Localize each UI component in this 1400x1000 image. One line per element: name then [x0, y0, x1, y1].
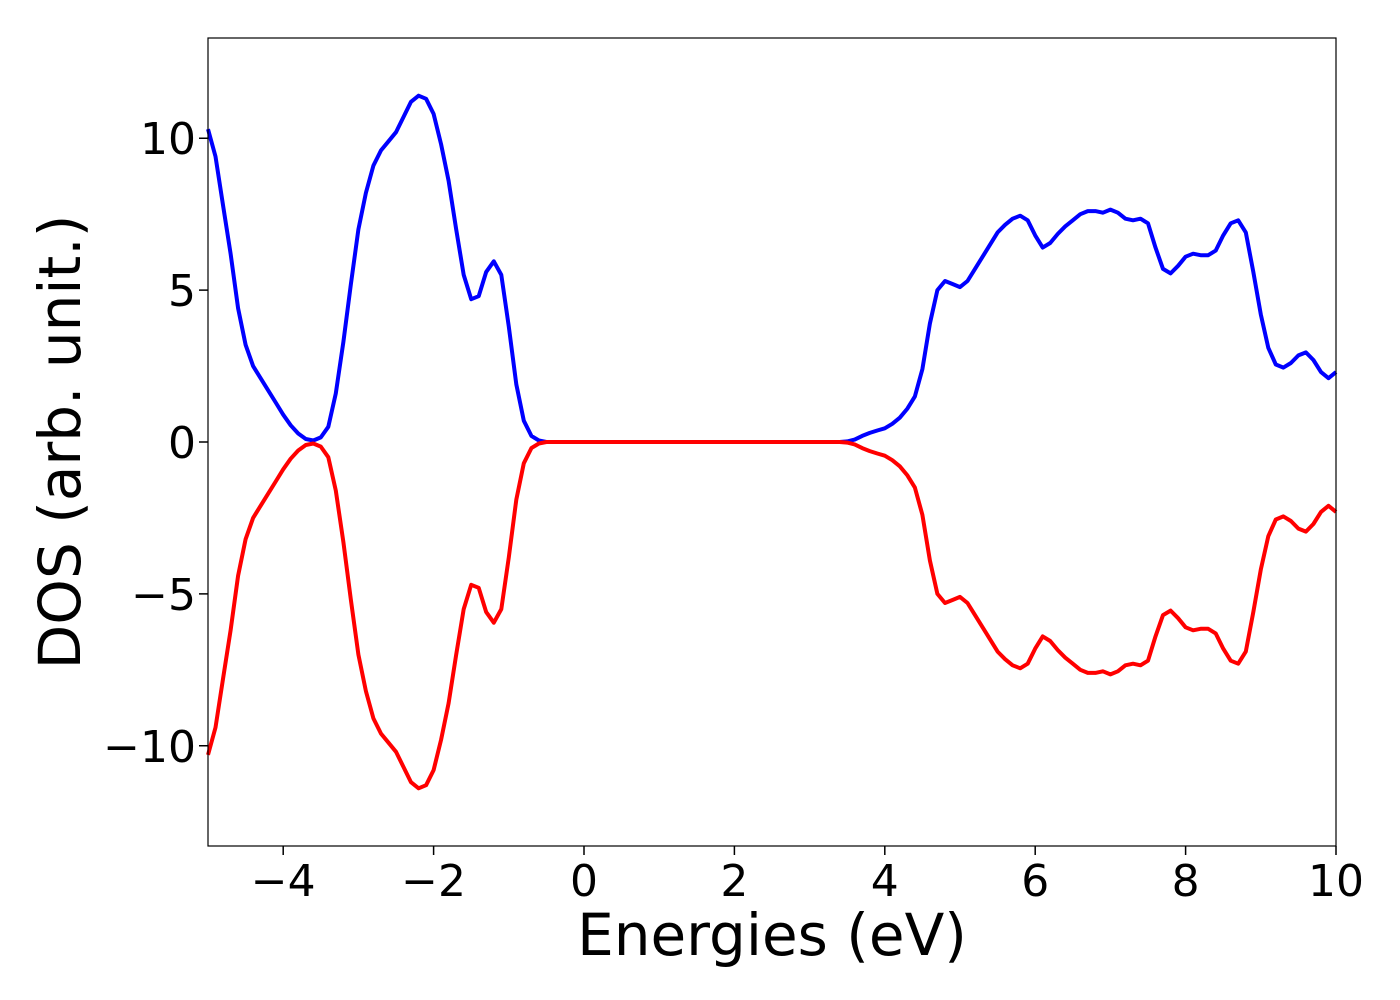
- x-axis-ticks: −4 −2 0 2 4 6 8 10: [251, 846, 1364, 907]
- y-tick-label: −5: [131, 570, 196, 621]
- x-tick-label: −2: [401, 856, 466, 907]
- x-tick-label: 6: [1021, 856, 1049, 907]
- dos-series-line-2: [206, 440, 1338, 791]
- x-axis-title: Energies (eV): [577, 901, 967, 969]
- x-tick-label: −4: [251, 856, 316, 907]
- x-tick-label: 8: [1172, 856, 1200, 907]
- x-tick-label: 0: [570, 856, 598, 907]
- plot-area: [206, 37, 1338, 847]
- series-layer: [206, 93, 1338, 791]
- dos-series-line-1: [206, 93, 1338, 444]
- y-tick-label: 0: [168, 418, 196, 469]
- y-axis-title: DOS (arb. unit.): [26, 215, 94, 670]
- y-tick-label: 10: [140, 114, 196, 165]
- x-tick-label: 4: [871, 856, 899, 907]
- y-axis-ticks: −10 −5 0 5 10: [103, 114, 208, 773]
- x-tick-label: 10: [1308, 856, 1364, 907]
- x-tick-label: 2: [720, 856, 748, 907]
- y-tick-label: −10: [103, 722, 196, 773]
- y-tick-label: 5: [168, 266, 196, 317]
